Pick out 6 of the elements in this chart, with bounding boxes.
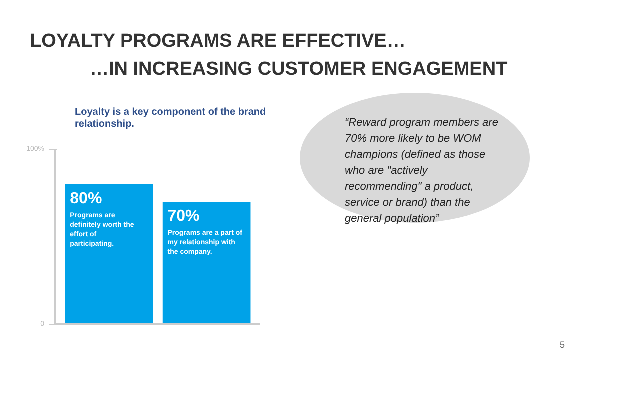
text: 5 (560, 339, 566, 352)
data-label: 80% (70, 190, 102, 208)
chart-title: LOYALTY PROGRAMS ARE EFFECTIVE… …IN INCREASING CUSTOMER ENGAGEMENT (30, 30, 508, 82)
data-label: 70% (168, 208, 200, 225)
text: “Reward program members are 70% more likely to be WOM champions (defined as those who are "actively recommending" a product, service or brand) than the general population” (345, 116, 500, 227)
chart-subtitle: Loyalty is a key component of the brand relationship. (75, 107, 268, 131)
